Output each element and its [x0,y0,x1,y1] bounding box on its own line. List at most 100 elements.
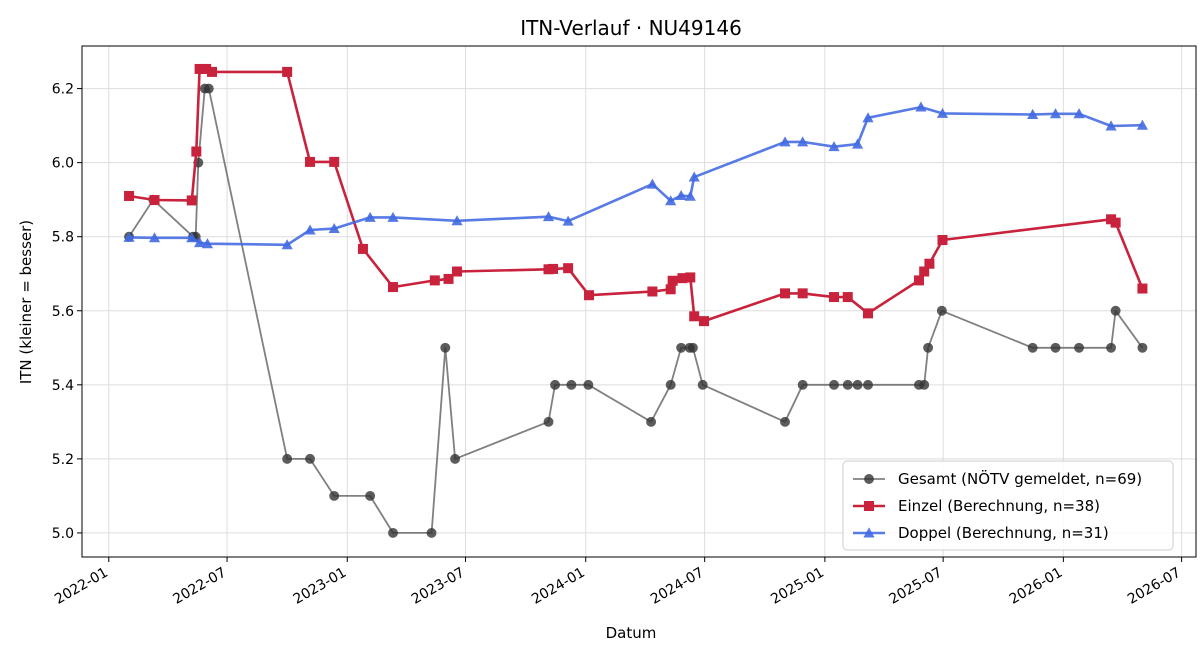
data-point [443,273,454,284]
data-point [919,266,930,277]
x-tick-label: 2025-01 [768,565,827,608]
data-point [429,275,440,286]
data-point [676,342,687,353]
data-point [797,379,808,390]
data-point [207,66,218,77]
series-2 [124,63,1148,327]
data-point [148,232,161,243]
y-tick-label: 5.6 [52,304,74,320]
data-point [1110,305,1121,316]
data-point [1050,342,1061,353]
data-point [937,235,948,246]
data-point [1106,342,1117,353]
data-point [665,195,677,206]
data-point [201,63,212,74]
data-point [548,263,559,274]
chart-title: ITN-Verlauf · NU49146 [520,16,742,40]
data-point [282,66,293,77]
data-point [646,416,657,427]
legend-entry: Doppel (Berechnung, n=31) [853,524,1109,542]
data-point [647,286,658,297]
series-line [128,67,1144,323]
data-point [689,311,700,322]
data-point [281,239,293,250]
data-point [699,316,710,327]
legend-box [842,460,1174,551]
x-tick-label: 2026-01 [1007,565,1066,608]
data-point [542,211,555,222]
legend-entry: Einzel (Berechnung, n=38) [853,497,1100,515]
x-tick-label: 2022-01 [52,565,111,608]
data-point [1049,108,1062,119]
data-point [797,288,808,299]
series-line [128,105,1143,247]
data-point [915,101,927,112]
data-point [829,379,839,390]
data-point [562,215,574,226]
data-point [329,156,340,167]
data-point [440,342,451,353]
data-point [1073,108,1085,119]
data-point [780,288,791,299]
legend-label: Doppel (Berechnung, n=31) [898,524,1109,542]
data-point [388,527,398,538]
legend-marker [864,501,874,511]
data-point [924,258,935,269]
data-point [1137,283,1148,294]
data-point [365,490,376,501]
legend-marker [864,474,874,484]
data-point [665,379,676,390]
data-point [684,190,696,201]
data-point [426,527,437,538]
legend-marker [863,527,875,538]
data-point [829,292,840,303]
data-point [1105,120,1117,131]
data-point [688,171,700,182]
data-point [1027,342,1038,353]
x-tick-label: 2024-01 [529,565,588,608]
data-point [201,238,214,249]
data-point [584,290,595,301]
data-point [450,453,461,464]
data-point [1136,119,1149,130]
data-point [665,284,676,295]
plot-frame [81,45,1197,558]
data-point [149,195,160,206]
data-point [329,490,340,501]
data-point [919,379,930,390]
data-point [543,416,554,427]
data-point [357,243,368,254]
data-point [203,83,214,94]
grid-layer [82,46,1196,557]
data-point [194,63,205,74]
legend-label: Gesamt (NÖTV gemeldet, n=69) [898,469,1142,488]
data-point [186,195,197,206]
y-tick-label: 5.2 [52,452,74,468]
data-point [780,416,790,427]
data-point [936,107,949,118]
data-point [852,379,863,390]
series-3 [123,101,1149,250]
y-axis: 5.0 5.2 5.4 5.6 5.8 6.0 6.2 [52,82,82,542]
data-point [1137,342,1148,353]
data-point [124,190,135,201]
x-tick-label: 2023-01 [291,565,350,608]
data-point [387,211,399,222]
x-tick-label: 2024-07 [648,565,707,608]
data-point [862,112,874,123]
y-tick-label: 5.0 [52,526,74,542]
data-point [842,292,853,303]
legend: Gesamt (NÖTV gemeldet, n=69) Einzel (Bere… [842,460,1174,551]
data-point [685,272,696,283]
data-point [186,232,198,243]
legend-entry: Gesamt (NÖTV gemeldet, n=69) [853,469,1142,488]
data-point [863,308,874,319]
data-point [913,275,924,286]
y-tick-label: 5.8 [52,230,74,246]
data-point [305,156,316,167]
data-point [779,136,791,147]
data-point [1074,342,1084,353]
data-point [583,379,594,390]
data-point [550,379,560,390]
